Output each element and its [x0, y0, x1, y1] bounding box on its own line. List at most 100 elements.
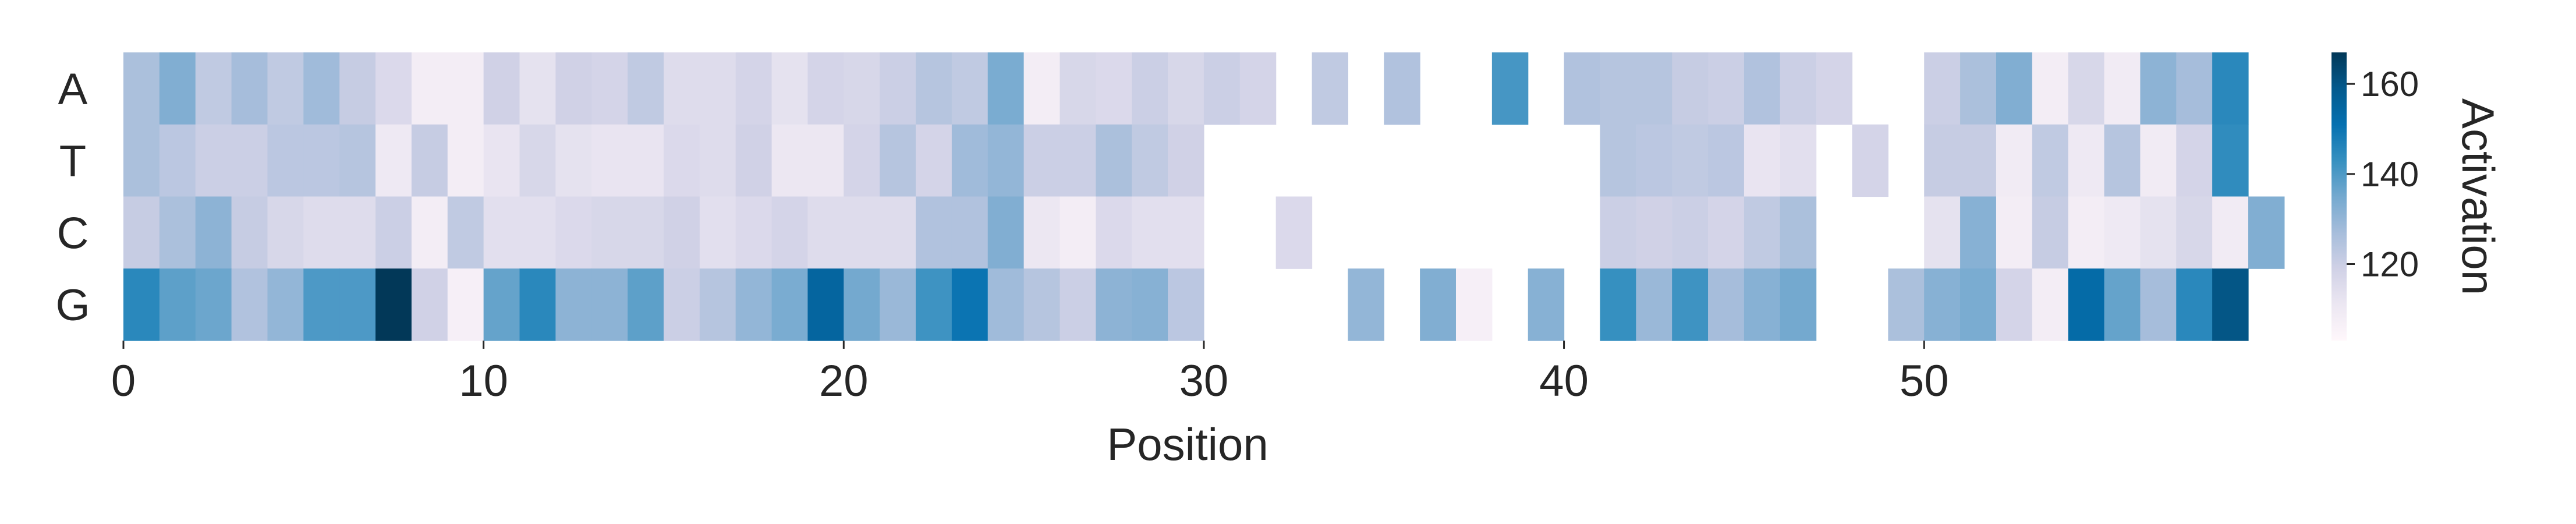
- heatmap-cell: [447, 268, 484, 341]
- heatmap-cell: [1168, 196, 1204, 269]
- heatmap-cell: [1960, 268, 1997, 341]
- heatmap-cell: [2032, 124, 2069, 197]
- heatmap-cell: [1060, 268, 1096, 341]
- heatmap-cell: [2176, 268, 2213, 341]
- heatmap-cell: [267, 124, 304, 197]
- colorbar-tick-label: 160: [2361, 65, 2419, 104]
- heatmap-cell: [339, 52, 376, 125]
- heatmap-cell: [123, 268, 160, 341]
- heatmap-cell: [447, 196, 484, 269]
- row-label: T: [59, 137, 86, 186]
- heatmap-cell: [2140, 196, 2177, 269]
- heatmap-cell: [1096, 268, 1132, 341]
- heatmap-cell: [1275, 196, 1313, 269]
- heatmap-cell: [844, 196, 880, 269]
- heatmap-cell: [123, 52, 160, 125]
- heatmap-cell: [771, 52, 809, 125]
- heatmap-cell: [771, 196, 809, 269]
- heatmap-cells: [123, 52, 2285, 341]
- heatmap-cell: [916, 124, 952, 197]
- heatmap-cell: [2104, 268, 2141, 341]
- heatmap-cell: [1744, 196, 1781, 269]
- heatmap-cell: [663, 196, 700, 269]
- heatmap-cell: [1168, 124, 1204, 197]
- heatmap-cell: [663, 52, 700, 125]
- heatmap-cell: [2176, 124, 2213, 197]
- heatmap-cell: [1023, 268, 1061, 341]
- heatmap-cell: [1960, 52, 1997, 125]
- heatmap-cell: [591, 52, 628, 125]
- heatmap-cell: [267, 52, 304, 125]
- heatmap-cell: [411, 196, 448, 269]
- heatmap-cell: [1096, 52, 1132, 125]
- heatmap-cell: [1996, 196, 2033, 269]
- heatmap-cell: [267, 196, 304, 269]
- heatmap-cell: [735, 124, 773, 197]
- heatmap-cell: [519, 196, 556, 269]
- heatmap-cell: [916, 52, 952, 125]
- x-tick-label: 50: [1900, 356, 1949, 406]
- heatmap-cell: [519, 268, 556, 341]
- heatmap-cell: [916, 196, 952, 269]
- heatmap-cell: [1924, 196, 1961, 269]
- heatmap-cell: [447, 52, 484, 125]
- heatmap-cell: [1780, 124, 1817, 197]
- heatmap-cell: [1636, 124, 1673, 197]
- heatmap-cell: [411, 52, 448, 125]
- heatmap-cell: [483, 52, 520, 125]
- heatmap-cell: [1960, 124, 1997, 197]
- heatmap-cell: [699, 268, 736, 341]
- heatmap-cell: [699, 52, 736, 125]
- heatmap-cell: [1239, 52, 1277, 125]
- heatmap-cell: [2104, 52, 2141, 125]
- heatmap-cell: [916, 268, 952, 341]
- heatmap-cell: [1852, 124, 1888, 197]
- heatmap-cell: [483, 124, 520, 197]
- heatmap-cell: [628, 52, 664, 125]
- heatmap-cell: [195, 268, 232, 341]
- heatmap-cell: [555, 196, 592, 269]
- heatmap-cell: [1348, 268, 1384, 341]
- x-tick-label: 40: [1539, 356, 1589, 406]
- heatmap-cell: [591, 196, 628, 269]
- x-axis-label: Position: [1107, 419, 1268, 470]
- heatmap-cell: [628, 124, 664, 197]
- heatmap-cell: [1744, 52, 1781, 125]
- heatmap-cell: [628, 268, 664, 341]
- heatmap-cell: [1600, 52, 1636, 125]
- x-tick-label: 30: [1179, 356, 1229, 406]
- heatmap-cell: [1564, 52, 1601, 125]
- heatmap-cell: [1455, 268, 1493, 341]
- heatmap-cell: [951, 52, 988, 125]
- heatmap-cell: [375, 268, 412, 341]
- heatmap-cell: [303, 268, 340, 341]
- heatmap-cell: [375, 52, 412, 125]
- heatmap-cell: [1132, 52, 1168, 125]
- heatmap-cell: [628, 196, 664, 269]
- heatmap-cell: [880, 52, 916, 125]
- heatmap-cell: [771, 124, 809, 197]
- heatmap-cell: [1672, 52, 1709, 125]
- heatmap-cell: [987, 52, 1025, 125]
- heatmap-cell: [375, 196, 412, 269]
- heatmap-cell: [1672, 196, 1709, 269]
- heatmap-cell: [2212, 196, 2249, 269]
- heatmap-cell: [2104, 124, 2141, 197]
- heatmap-cell: [807, 52, 844, 125]
- heatmap-cell: [555, 124, 592, 197]
- heatmap-cell: [2068, 124, 2105, 197]
- heatmap-cell: [303, 124, 340, 197]
- colorbar-ticks: 120 140 160: [2347, 65, 2419, 284]
- x-tick-label: 20: [819, 356, 869, 406]
- row-label: G: [55, 281, 90, 330]
- heatmap-cell: [735, 268, 773, 341]
- heatmap-cell: [1312, 52, 1348, 125]
- heatmap-cell: [2068, 196, 2105, 269]
- heatmap-cell: [699, 124, 736, 197]
- heatmap-cell: [447, 124, 484, 197]
- heatmap-cell: [1708, 268, 1745, 341]
- heatmap-cell: [2032, 52, 2069, 125]
- heatmap-cell: [1636, 196, 1673, 269]
